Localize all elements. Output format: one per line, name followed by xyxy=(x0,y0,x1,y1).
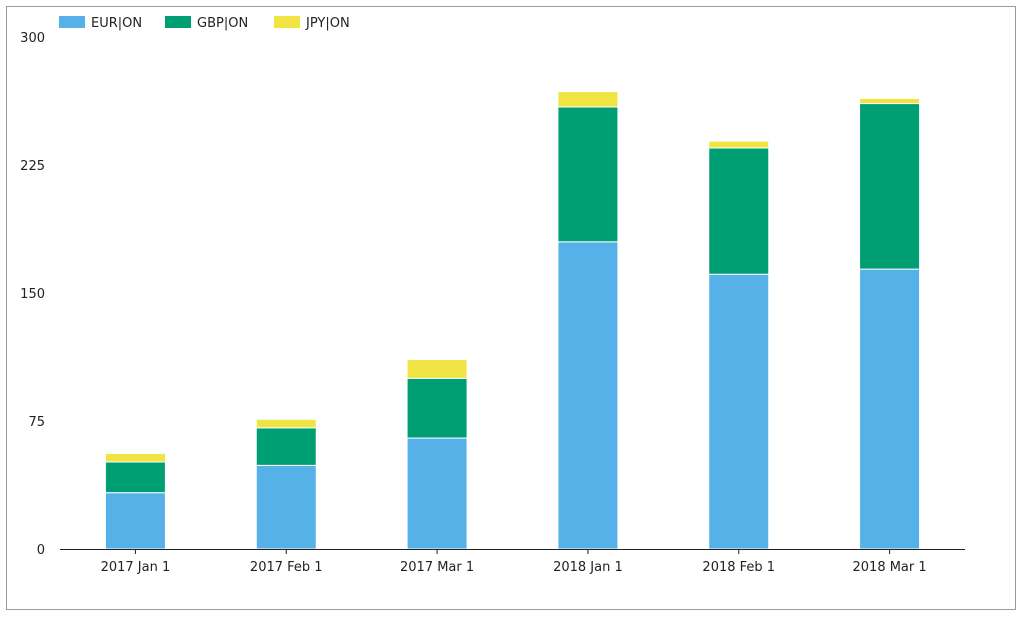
x-tick-label-4: 2018 Feb 1 xyxy=(702,560,775,575)
legend: EUR|ON GBP|ON JPY|ON xyxy=(59,16,350,31)
bar-0-1 xyxy=(104,461,166,494)
stacked-bar-chart: EUR|ON GBP|ON JPY|ON 0 75 150 225 300 2017 Jan… xyxy=(20,16,965,575)
bar-5-1 xyxy=(859,103,921,270)
y-tick-label-1: 75 xyxy=(28,415,45,430)
chart-frame: EUR|ON GBP|ON JPY|ON 0 75 150 225 300 2017 Jan… xyxy=(6,6,1016,610)
legend-label-1: GBP|ON xyxy=(197,16,248,31)
x-tick-label-1: 2017 Feb 1 xyxy=(250,560,323,575)
bar-2-1 xyxy=(406,377,468,439)
bar-1-0 xyxy=(255,464,317,550)
bar-1-2 xyxy=(255,418,317,429)
y-axis: 0 75 150 225 300 xyxy=(20,31,45,558)
bar-0-2 xyxy=(104,452,166,463)
legend-swatch-2 xyxy=(274,16,300,28)
bar-3-0 xyxy=(557,241,619,550)
bar-5-0 xyxy=(859,268,921,550)
bar-3-2 xyxy=(557,91,619,108)
x-tick-label-5: 2018 Mar 1 xyxy=(853,560,927,575)
x-tick-label-3: 2018 Jan 1 xyxy=(553,560,623,575)
bar-5-2 xyxy=(859,97,921,105)
legend-label-0: EUR|ON xyxy=(91,16,142,31)
bar-2-0 xyxy=(406,437,468,550)
bars xyxy=(104,91,921,550)
legend-label-2: JPY|ON xyxy=(305,16,350,31)
y-tick-label-4: 300 xyxy=(20,31,45,46)
y-tick-label-0: 0 xyxy=(37,543,45,558)
x-tick-label-0: 2017 Jan 1 xyxy=(101,560,171,575)
legend-swatch-0 xyxy=(59,16,85,28)
y-tick-label-2: 150 xyxy=(20,287,45,302)
x-tick-label-2: 2017 Mar 1 xyxy=(400,560,474,575)
bar-4-0 xyxy=(708,273,770,550)
y-tick-label-3: 225 xyxy=(20,159,45,174)
bar-1-1 xyxy=(255,427,317,466)
bar-4-2 xyxy=(708,140,770,149)
x-axis: 2017 Jan 1 2017 Feb 1 2017 Mar 1 2018 Jan 1… xyxy=(101,549,927,575)
bar-0-0 xyxy=(104,492,166,550)
bar-4-1 xyxy=(708,147,770,275)
bar-3-1 xyxy=(557,106,619,243)
bar-2-2 xyxy=(406,359,468,379)
legend-swatch-1 xyxy=(165,16,191,28)
